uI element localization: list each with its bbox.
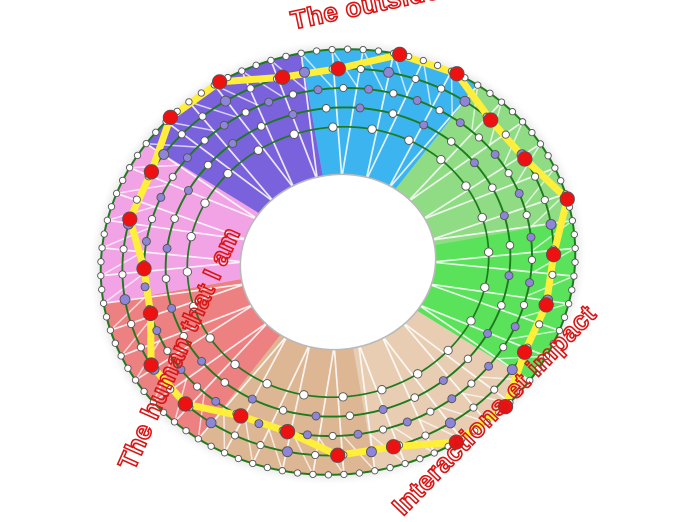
- diagram-canvas: The outside world The human that I am In…: [95, 0, 603, 522]
- center-hole: [239, 173, 437, 351]
- node-markers[interactable]: [97, 45, 579, 479]
- circular-network-diagram: [95, 44, 581, 480]
- sector-wedges: [100, 49, 576, 475]
